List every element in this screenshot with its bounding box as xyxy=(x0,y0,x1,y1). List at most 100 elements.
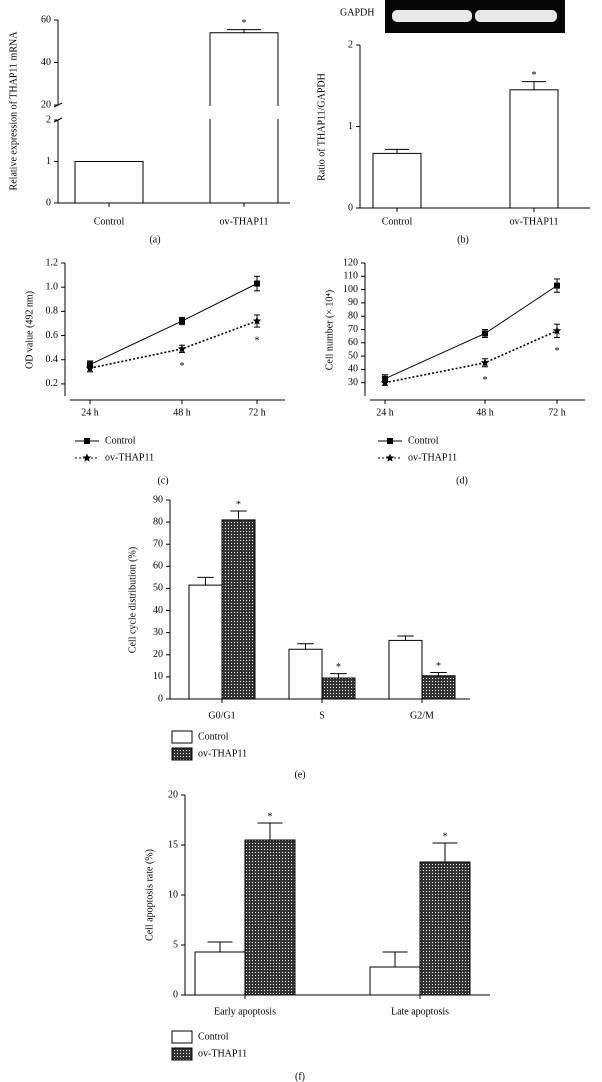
point xyxy=(482,330,488,337)
bar xyxy=(369,966,421,996)
panel-label: (b) xyxy=(457,234,469,245)
panel-label: (c) xyxy=(157,475,168,486)
y-tick-label: 110 xyxy=(343,271,358,282)
bar xyxy=(321,677,356,700)
legend-marker xyxy=(385,453,395,462)
blot-label: GAPDH xyxy=(340,7,374,18)
y-tick-label: 0.4 xyxy=(46,354,59,365)
legend-swatch xyxy=(171,1047,193,1061)
x-tick-label: 24 h xyxy=(81,407,99,418)
x-tick-label: 48 h xyxy=(173,407,191,418)
legend-label: Control xyxy=(105,435,136,446)
y-tick-label: 100 xyxy=(343,284,358,295)
x-tick-label: G2/M xyxy=(410,710,434,721)
y-tick-label: 20 xyxy=(41,99,51,110)
y-tick-label: 0.2 xyxy=(46,378,59,389)
legend-label: ov-THAP11 xyxy=(198,1048,247,1059)
series-line xyxy=(89,283,258,366)
y-tick-label: 1 xyxy=(348,121,353,132)
y-tick-label: 10 xyxy=(153,671,163,682)
x-tick-label: 72 h xyxy=(548,407,566,418)
point xyxy=(554,282,560,289)
x-tick-label: ov-THAP11 xyxy=(509,216,558,227)
series-line xyxy=(384,330,558,384)
x-tick-label: 24 h xyxy=(376,407,394,418)
series-line xyxy=(384,285,558,380)
y-tick-label: 40 xyxy=(153,605,163,616)
bar xyxy=(194,951,246,996)
y-tick-label: 10 xyxy=(168,889,178,900)
bar xyxy=(74,161,144,204)
bar xyxy=(244,839,296,996)
legend-label: Control xyxy=(198,1031,229,1042)
y-tick-label: 5 xyxy=(173,939,178,950)
legend-swatch xyxy=(171,1030,193,1044)
significance-marker: * xyxy=(532,70,537,81)
blot-band xyxy=(475,10,557,22)
x-tick-label: G0/G1 xyxy=(208,710,235,721)
x-tick-label: 48 h xyxy=(476,407,494,418)
y-tick-label: 0 xyxy=(46,197,51,208)
y-tick-label: 2 xyxy=(348,39,353,50)
bar xyxy=(388,639,423,700)
panel-label: (f) xyxy=(295,1071,305,1082)
y-tick-label: 70 xyxy=(348,324,358,335)
point xyxy=(179,318,185,325)
significance-marker: * xyxy=(555,346,560,357)
point xyxy=(380,378,390,387)
y-tick-label: 20 xyxy=(168,789,178,800)
bar xyxy=(188,584,223,700)
y-tick-label: 40 xyxy=(41,57,51,68)
point xyxy=(254,280,260,287)
legend-label: ov-THAP11 xyxy=(105,452,154,463)
panel-label: (d) xyxy=(456,475,468,486)
y-axis-label: Ratio of THAP11/GAPDH xyxy=(316,73,327,181)
y-tick-label: 30 xyxy=(153,627,163,638)
y-tick-label: 0 xyxy=(348,202,353,213)
y-tick-label: 20 xyxy=(153,649,163,660)
panel-label: (a) xyxy=(149,234,160,245)
x-tick-label: Control xyxy=(94,216,125,227)
legend-swatch xyxy=(171,730,193,744)
significance-marker: * xyxy=(242,18,247,29)
bar xyxy=(221,519,256,700)
y-tick-label: 60 xyxy=(153,561,163,572)
series-line xyxy=(89,320,258,369)
y-axis-label: Cell apoptosis rate (%) xyxy=(144,849,155,941)
y-tick-label: 90 xyxy=(153,494,163,505)
bar xyxy=(372,152,422,209)
significance-marker: * xyxy=(255,335,260,346)
x-tick-label: ov-THAP11 xyxy=(219,216,268,227)
significance-marker: * xyxy=(180,361,185,372)
panel-label: (e) xyxy=(294,769,305,780)
blot-band xyxy=(392,10,472,22)
y-tick-label: 0 xyxy=(173,989,178,1000)
significance-marker: * xyxy=(443,831,448,842)
significance-marker: * xyxy=(483,375,488,386)
bar xyxy=(421,675,456,700)
bar xyxy=(419,861,471,996)
x-tick-label: Control xyxy=(382,216,413,227)
x-tick-label: S xyxy=(319,710,325,721)
y-tick-label: 0.8 xyxy=(46,306,59,317)
x-tick-label: Early apoptosis xyxy=(214,1006,276,1017)
point xyxy=(480,358,490,367)
y-tick-label: 70 xyxy=(153,539,163,550)
y-tick-label: 2 xyxy=(46,114,51,125)
legend-label: Control xyxy=(198,731,229,742)
legend-label: ov-THAP11 xyxy=(198,748,247,759)
y-tick-label: 1.2 xyxy=(46,257,59,268)
legend-swatch xyxy=(171,747,193,761)
legend-label: ov-THAP11 xyxy=(408,452,457,463)
significance-marker: * xyxy=(336,662,341,673)
significance-marker: * xyxy=(236,499,241,510)
point xyxy=(552,326,562,335)
legend-label: Control xyxy=(408,435,439,446)
significance-marker: * xyxy=(268,811,273,822)
y-tick-label: 50 xyxy=(153,583,163,594)
legend-marker xyxy=(82,453,92,462)
y-tick-label: 90 xyxy=(348,297,358,308)
y-tick-label: 120 xyxy=(343,257,358,268)
